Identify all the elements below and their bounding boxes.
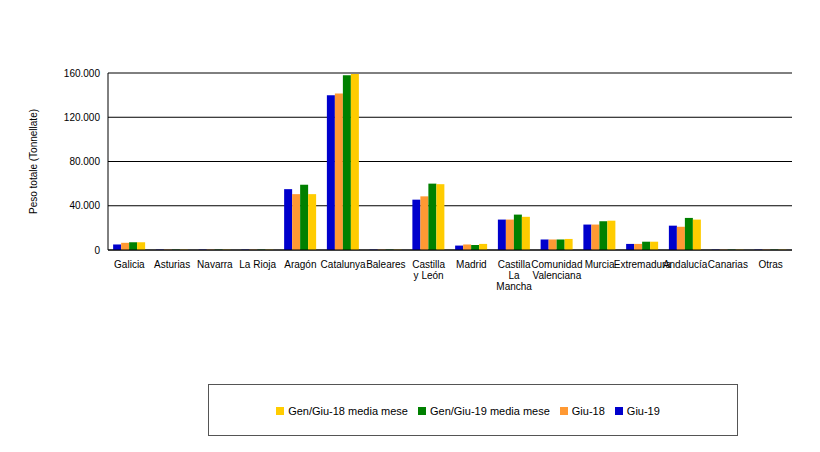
svg-text:Canarias: Canarias (708, 259, 748, 270)
svg-text:Madrid: Madrid (456, 259, 487, 270)
svg-text:Baleares: Baleares (366, 259, 405, 270)
svg-text:Andalucía: Andalucía (663, 259, 708, 270)
svg-text:La Rioja: La Rioja (239, 259, 276, 270)
svg-text:0: 0 (94, 245, 100, 256)
svg-text:40.000: 40.000 (69, 200, 100, 211)
svg-text:Aragón: Aragón (284, 259, 316, 270)
svg-text:Otras: Otras (758, 259, 782, 270)
svg-text:Navarra: Navarra (197, 259, 233, 270)
svg-text:Murcia: Murcia (585, 259, 615, 270)
svg-text:160.000: 160.000 (64, 68, 101, 79)
svg-text:Castillay León: Castillay León (412, 259, 445, 281)
html-text:Gen/Giu-18 media mese: Gen/Giu-18 media mese (288, 405, 408, 417)
svg-text:Catalunya: Catalunya (321, 259, 366, 270)
html-text:Gen/Giu-19 media mese: Gen/Giu-19 media mese (430, 405, 550, 417)
svg-text:Extremadura: Extremadura (613, 259, 671, 270)
svg-text:ComunidadValenciana: ComunidadValenciana (531, 259, 582, 281)
svg-text:Galicia: Galicia (114, 259, 145, 270)
html-text:Giu-19: Giu-19 (626, 405, 660, 417)
html-text:Giu-18: Giu-18 (571, 405, 605, 417)
svg-text:Asturias: Asturias (154, 259, 190, 270)
svg-text:120.000: 120.000 (64, 112, 101, 123)
svg-text:80.000: 80.000 (69, 156, 100, 167)
svg-text:CastillaLaMancha: CastillaLaMancha (496, 259, 532, 292)
svg-text:Peso totale (Tonnellate): Peso totale (Tonnellate) (28, 109, 39, 214)
